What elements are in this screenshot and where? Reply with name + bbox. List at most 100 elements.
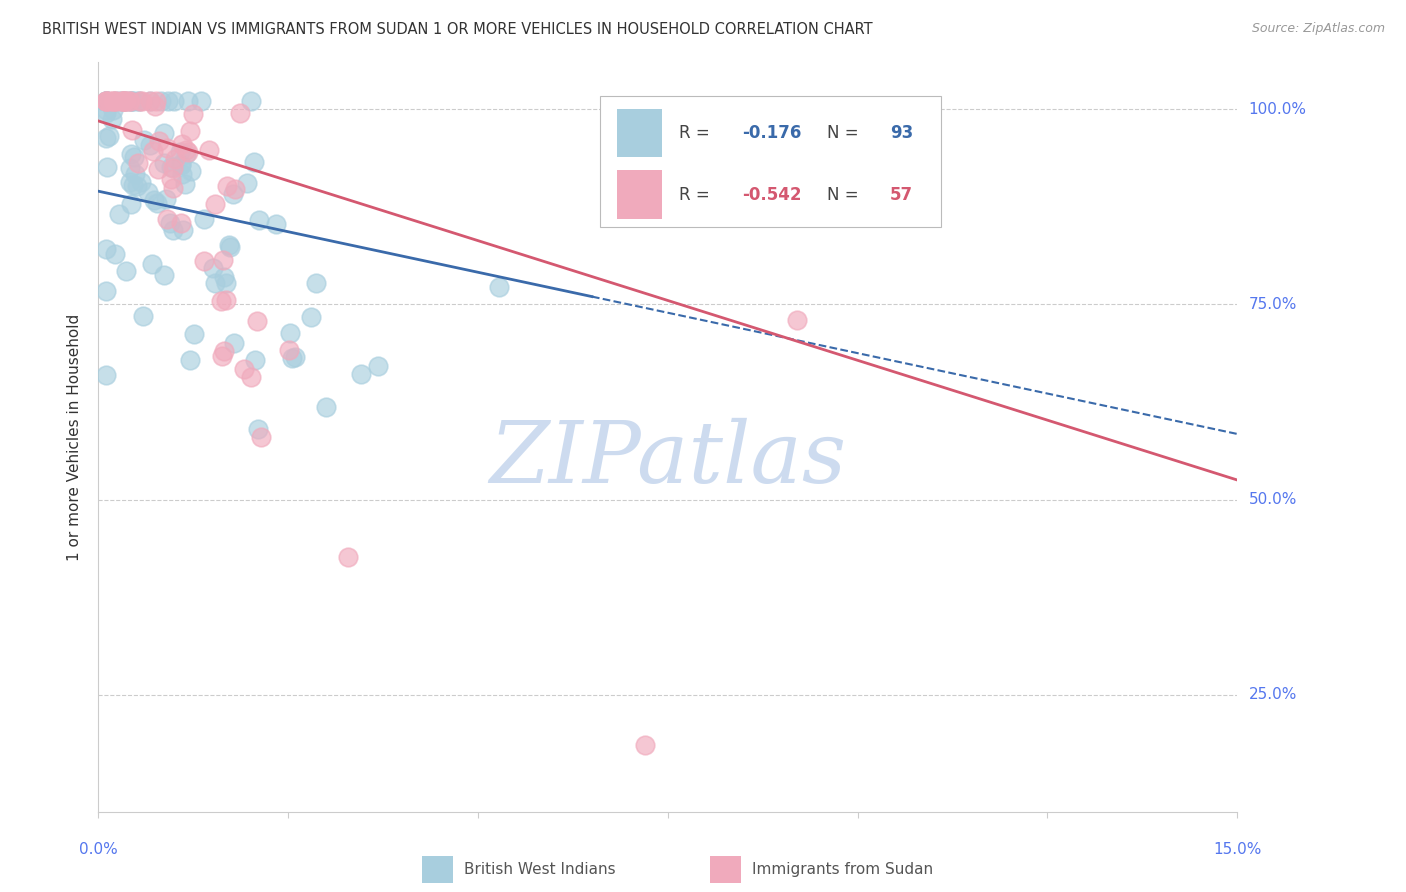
Point	[153, 126, 176, 140]
Point	[170, 136, 193, 151]
Point	[101, 95, 124, 109]
Point	[305, 276, 328, 290]
Text: R =: R =	[679, 186, 716, 203]
Point	[218, 240, 240, 254]
Point	[163, 95, 186, 109]
Text: ZIPatlas: ZIPatlas	[489, 418, 846, 501]
Point	[278, 326, 301, 340]
Point	[94, 131, 117, 145]
Text: 15.0%: 15.0%	[1213, 842, 1261, 857]
Point	[112, 95, 135, 109]
Point	[193, 211, 215, 226]
Point	[120, 147, 142, 161]
Point	[104, 246, 127, 260]
Point	[105, 95, 128, 109]
Point	[162, 161, 184, 176]
Point	[110, 95, 132, 109]
Point	[146, 195, 169, 210]
Text: N =: N =	[827, 186, 865, 203]
Point	[115, 263, 138, 277]
Point	[142, 144, 165, 158]
Point	[118, 175, 141, 189]
Point	[172, 223, 194, 237]
Point	[299, 310, 322, 324]
Point	[217, 178, 239, 193]
Point	[94, 95, 117, 109]
Point	[198, 144, 221, 158]
Point	[162, 181, 184, 195]
Text: Source: ZipAtlas.com: Source: ZipAtlas.com	[1251, 22, 1385, 36]
Point	[120, 95, 142, 109]
Point	[122, 178, 145, 193]
Point	[127, 179, 149, 194]
Point	[114, 95, 136, 109]
Point	[174, 143, 197, 157]
Point	[277, 343, 299, 358]
Point	[222, 336, 245, 351]
Point	[157, 95, 180, 109]
Point	[177, 95, 200, 109]
Point	[143, 99, 166, 113]
Text: 93: 93	[890, 124, 912, 142]
Point	[315, 400, 337, 414]
Point	[222, 187, 245, 202]
Point	[634, 739, 657, 753]
Point	[118, 95, 141, 109]
Point	[211, 349, 233, 363]
Point	[170, 158, 193, 172]
Point	[94, 105, 117, 120]
Point	[129, 95, 152, 109]
Point	[153, 156, 176, 170]
Point	[138, 95, 160, 109]
Point	[177, 145, 200, 159]
Point	[124, 167, 146, 181]
Text: -0.542: -0.542	[742, 186, 801, 203]
Point	[148, 134, 170, 148]
Point	[183, 326, 205, 341]
Point	[94, 284, 117, 298]
Point	[120, 161, 142, 176]
Text: N =: N =	[827, 124, 865, 142]
Point	[155, 211, 177, 226]
Text: BRITISH WEST INDIAN VS IMMIGRANTS FROM SUDAN 1 OR MORE VEHICLES IN HOUSEHOLD COR: BRITISH WEST INDIAN VS IMMIGRANTS FROM S…	[42, 22, 873, 37]
Point	[107, 206, 129, 220]
Point	[107, 95, 129, 109]
Point	[250, 430, 273, 444]
Point	[367, 359, 389, 373]
Point	[156, 141, 179, 155]
Point	[139, 95, 162, 109]
Text: -0.176: -0.176	[742, 124, 801, 142]
Point	[163, 152, 186, 166]
Text: Immigrants from Sudan: Immigrants from Sudan	[752, 863, 934, 877]
Point	[159, 160, 181, 174]
Point	[236, 176, 259, 190]
Point	[284, 351, 307, 365]
Point	[118, 95, 141, 109]
Point	[96, 161, 118, 175]
Point	[136, 185, 159, 199]
Text: R =: R =	[679, 124, 716, 142]
Point	[111, 95, 134, 109]
Point	[131, 95, 153, 109]
Point	[215, 276, 238, 290]
Point	[214, 270, 236, 285]
Point	[124, 150, 146, 164]
Point	[214, 343, 236, 358]
Point	[173, 177, 195, 191]
Point	[240, 369, 263, 384]
Text: British West Indians: British West Indians	[464, 863, 616, 877]
Point	[159, 216, 181, 230]
FancyBboxPatch shape	[617, 170, 662, 219]
Point	[190, 95, 212, 109]
Point	[193, 254, 215, 268]
Point	[114, 95, 136, 109]
Point	[97, 95, 120, 109]
Point	[94, 95, 117, 109]
Point	[153, 268, 176, 282]
Point	[112, 95, 135, 109]
Point	[114, 95, 136, 109]
Point	[96, 95, 118, 109]
Y-axis label: 1 or more Vehicles in Household: 1 or more Vehicles in Household	[67, 313, 83, 561]
Point	[243, 155, 266, 169]
Text: 50.0%: 50.0%	[1249, 492, 1296, 507]
